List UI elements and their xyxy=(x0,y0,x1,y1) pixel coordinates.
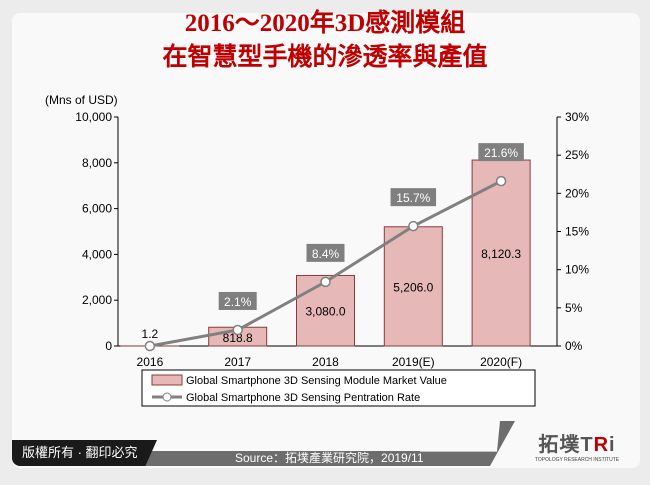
y-tick-label: 4,000 xyxy=(82,247,112,261)
title-line-2: 在智慧型手機的滲透率與產值 xyxy=(162,44,488,71)
legend-swatch-marker xyxy=(162,392,172,402)
logo: 拓墣TRi TOPOLOGY RESEARCH INSTITUTE xyxy=(527,428,627,463)
y-tick-label: 6,000 xyxy=(82,202,112,216)
source: Source：拓墣產業研究院，2019/11 xyxy=(235,451,424,465)
y2-tick-label: 20% xyxy=(565,186,589,200)
y-tick-label: 0 xyxy=(105,339,112,353)
footer-bar xyxy=(130,451,420,466)
x-tick-label: 2020(F) xyxy=(480,355,522,369)
bar-label: 818.8 xyxy=(223,331,253,345)
line-point xyxy=(408,220,419,232)
bar-label: 5,206.0 xyxy=(393,280,433,294)
logo-text: 拓墣TRi xyxy=(538,434,616,456)
legend xyxy=(141,369,536,407)
point-label-bg xyxy=(390,188,437,207)
y-tick-label: 2,000 xyxy=(82,293,112,307)
x-tick-label: 2018 xyxy=(312,355,339,369)
logo-sub: TOPOLOGY RESEARCH INSTITUTE xyxy=(534,457,620,463)
x-tick-label: 2017 xyxy=(224,355,251,369)
y2-tick-label: 0% xyxy=(565,339,583,353)
point-label: 15.7% xyxy=(396,191,430,205)
y2-tick-label: 15% xyxy=(565,225,589,239)
title-line-1: 2016～2020年3D感測模組 xyxy=(184,10,466,37)
legend-label-bar: Global Smartphone 3D Sensing Module Mark… xyxy=(186,375,447,387)
point-label-bg xyxy=(218,291,257,310)
legend-swatch-bar xyxy=(151,374,183,386)
line-point xyxy=(232,324,243,336)
y2-tick-label: 25% xyxy=(565,148,589,162)
x-tick-label: 2019(E) xyxy=(392,355,435,369)
line-point xyxy=(320,276,331,288)
line-point xyxy=(144,340,156,352)
point-label: 8.4% xyxy=(312,247,340,261)
bar-label: 8,120.3 xyxy=(481,247,521,261)
copyright: 版權所有 · 翻印必究 xyxy=(12,440,157,466)
x-tick-label: 2016 xyxy=(137,355,164,369)
y-axis-label: (Mns of USD) xyxy=(45,93,118,107)
y-tick-label: 8,000 xyxy=(82,156,112,170)
bar xyxy=(383,226,443,347)
bar-label: 1.2 xyxy=(142,327,159,341)
point-label: 2.1% xyxy=(224,295,252,309)
y-tick-label: 10,000 xyxy=(75,110,112,124)
bar xyxy=(296,274,355,347)
bar-label: 3,080.0 xyxy=(305,305,345,319)
y2-tick-label: 30% xyxy=(565,110,589,124)
legend-label-line: Global Smartphone 3D Sensing Pentration … xyxy=(186,392,420,404)
chart: (Mns of USD) 0 2,000 4,000 6,000 8,000 10,000 0… xyxy=(45,93,589,407)
y2-tick-label: 10% xyxy=(565,263,589,277)
point-label-bg xyxy=(306,243,345,262)
y2-tick-label: 5% xyxy=(565,301,583,315)
point-label-bg xyxy=(478,143,524,162)
point-label: 21.6% xyxy=(484,146,518,160)
line-point xyxy=(495,175,507,187)
